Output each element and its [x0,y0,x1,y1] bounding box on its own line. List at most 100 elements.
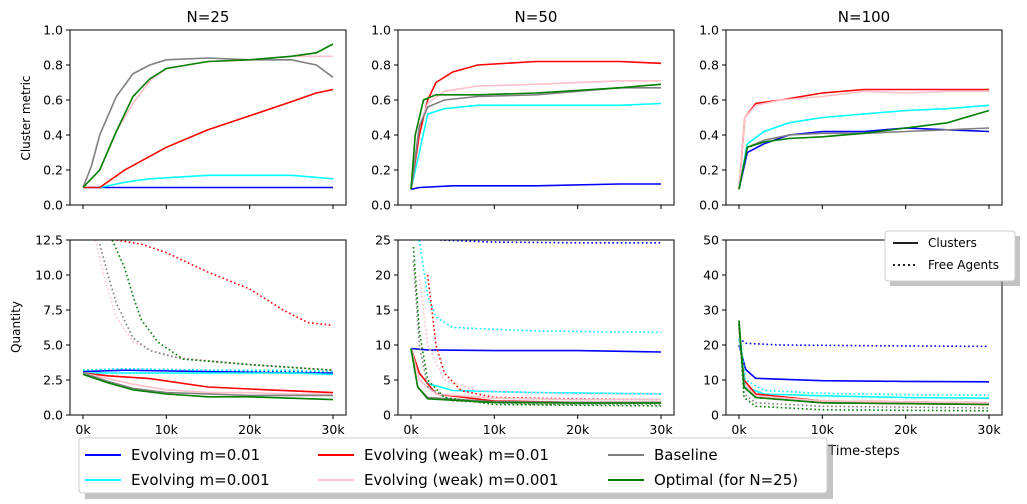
series-line [82,373,334,401]
legend-label: Evolving m=0.001 [131,471,270,489]
bottom-panel-3: 0 10 20 30 40 50 0k 10k 20k 30k [703,233,1003,437]
legend-free-agents-label: Free Agents [928,258,999,272]
series-line [738,323,990,412]
series-line [738,327,990,396]
y-tick-label: 0.6 [371,93,391,108]
series-line [738,127,990,190]
y-tick-label: 10 [375,338,391,353]
legend-label: Baseline [654,446,718,464]
series-line [426,274,662,401]
y-tick-label: 25 [375,233,391,248]
series-line [738,323,990,406]
y-tick-label: 50 [703,233,719,248]
y-tick-label: 15 [375,303,391,318]
series-line [94,240,334,371]
series-line [410,83,662,190]
legend-label: Evolving (weak) m=0.001 [364,471,559,489]
series-line [738,90,989,190]
legend-label: Evolving m=0.01 [131,446,260,464]
series-line [83,372,334,376]
series-line [116,240,334,327]
series-line [82,57,334,188]
y-tick-label: 0.4 [43,128,63,143]
bottom-panel-2: 0 5 10 15 20 25 0k 10k 20k 30k [375,233,675,437]
y-tick-label: 5.0 [43,338,63,353]
y-tick-label: 0.0 [371,198,391,213]
y-tick-label: 12.5 [35,233,63,248]
x-tick-label: 30k [649,422,673,437]
axes-frame [69,29,347,206]
y-tick-label: 2.5 [43,373,63,388]
y-tick-label: 10.0 [35,268,63,283]
top-y-axis-label: Cluster metric [19,75,33,160]
series-line [82,372,333,395]
series-line [98,243,334,371]
y-tick-label: 0.6 [43,93,63,108]
x-tick-label: 20k [238,422,262,437]
series-line [410,60,662,190]
y-tick-label: 20 [703,338,719,353]
y-tick-label: 30 [703,303,719,318]
series-line [418,274,661,395]
legend-label: Evolving (weak) m=0.01 [364,446,549,464]
series-line [738,327,990,404]
x-tick-label: 30k [321,422,345,437]
y-tick-label: 0.0 [699,198,719,213]
top-panel-1: 0.0 0.2 0.4 0.6 0.8 1.0 N=25 [43,8,347,213]
y-tick-label: 0 [711,408,719,423]
top-panel-2: 0.0 0.2 0.4 0.6 0.8 1.0 N=50 [371,8,675,213]
series-line [738,344,990,383]
style-legend: Clusters Free Agents [884,230,1020,286]
series-line [412,246,662,407]
y-tick-label: 1.0 [43,23,63,38]
axes-frame [397,29,675,206]
y-tick-label: 0 [383,408,391,423]
series-line [410,87,661,190]
x-tick-label: 10k [483,422,507,437]
series-line [738,337,990,399]
series-line [410,183,661,191]
x-tick-label: 20k [894,422,918,437]
y-tick-label: 5 [383,373,391,388]
series-line [410,348,662,395]
x-tick-label: 20k [566,422,590,437]
y-tick-label: 0.6 [699,93,719,108]
series-line [410,348,661,404]
panel-title: N=25 [187,8,230,26]
series-line [738,109,990,190]
y-tick-label: 0.2 [699,163,719,178]
series-line [83,174,334,189]
x-tick-label: 0k [731,422,747,437]
y-tick-label: 0.4 [699,128,719,143]
series-line [410,348,661,401]
y-tick-label: 0.2 [43,163,63,178]
series-line [82,372,333,397]
series-line [111,240,334,371]
axes-frame [69,239,347,416]
series-line [410,102,662,190]
bottom-y-axis-label: Quantity [9,301,23,353]
series-line [738,337,990,348]
series-line [410,80,661,190]
bottom-panel-1: 0.0 2.5 5.0 7.5 10.0 12.5 0k 10k 20k 30k [35,233,347,437]
y-tick-label: 7.5 [43,303,63,318]
panels: 0.0 0.2 0.4 0.6 0.8 1.0 N=25 0.0 2.5 5.0 7.5 10.0 12… [35,8,1003,437]
series-line [82,43,334,189]
series-line [738,323,990,406]
x-axis-label: Time-steps [827,444,900,459]
y-tick-label: 10 [703,373,719,388]
series-line [738,320,990,409]
x-tick-label: 10k [811,422,835,437]
series-line [738,327,990,405]
series-line [738,330,990,404]
y-tick-label: 0.0 [43,198,63,213]
series-line [83,88,334,189]
top-panel-3: 0.0 0.2 0.4 0.6 0.8 1.0 N=100 [699,8,1003,213]
y-tick-label: 0.0 [43,408,63,423]
y-tick-label: 40 [703,268,719,283]
series-legend: Evolving m=0.01 Evolving m=0.001 Evolving … [78,437,833,499]
y-tick-label: 0.8 [371,58,391,73]
axes-frame [725,239,1003,416]
series-line [738,104,990,190]
